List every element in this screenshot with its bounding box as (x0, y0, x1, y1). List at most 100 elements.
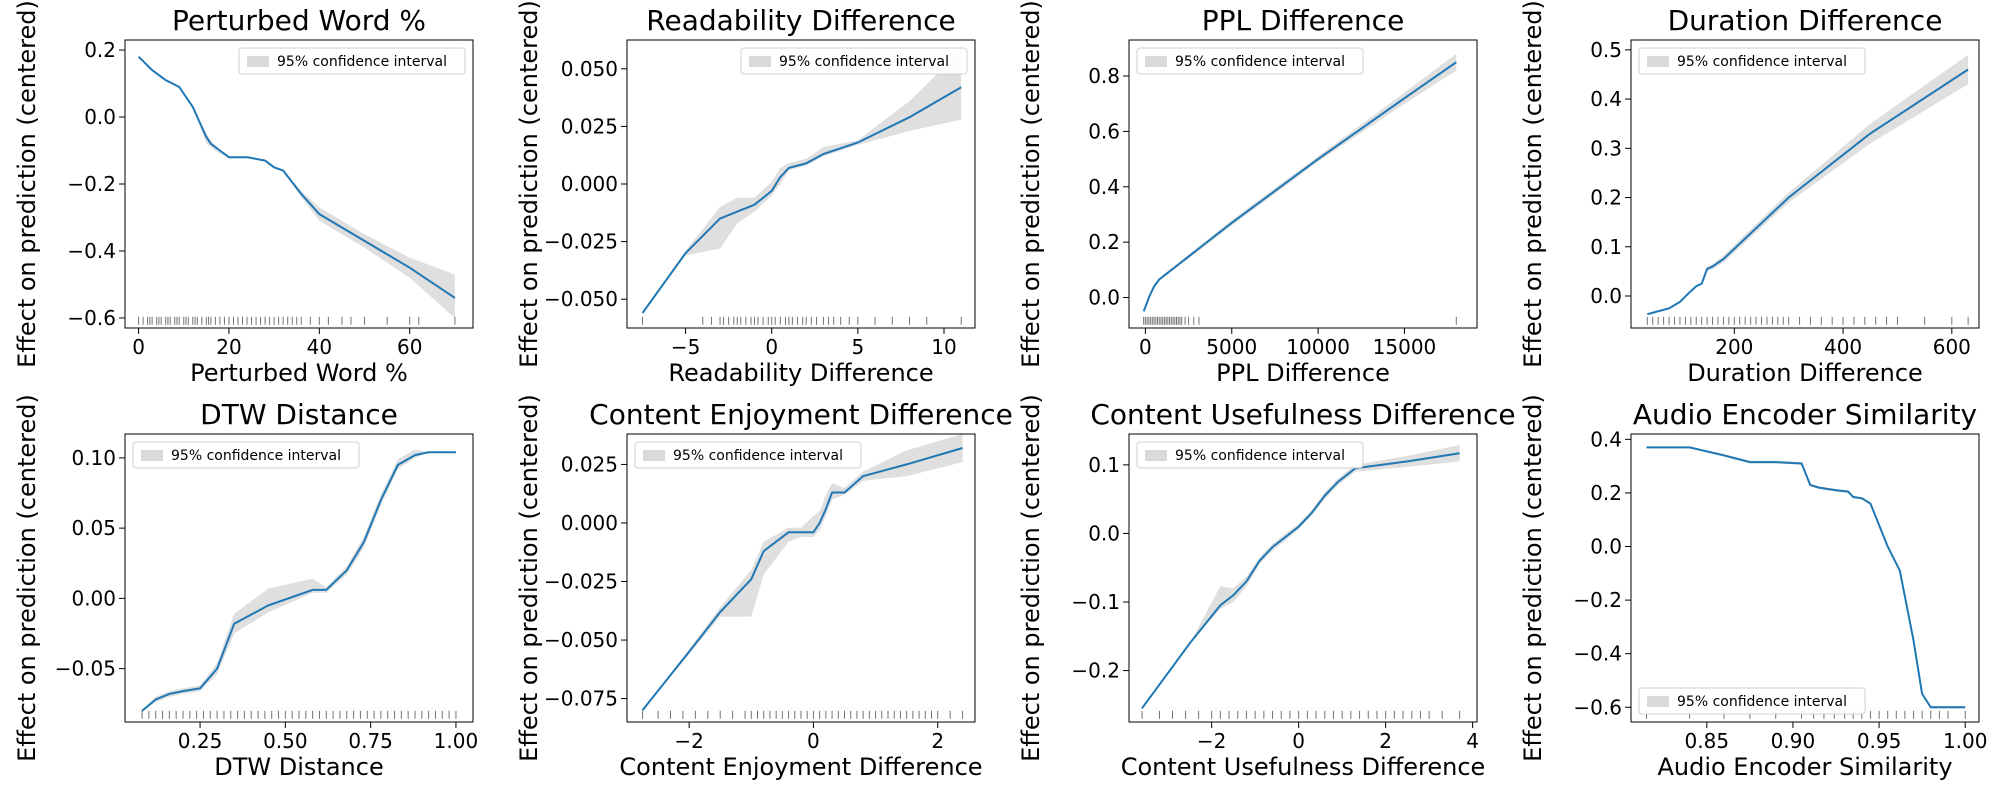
legend-label: 95% confidence interval (1677, 54, 1847, 70)
y-axis-label: Effect on prediction (centered) (1017, 394, 1045, 762)
subplot: 0 20 40 60 0.2 0.0 −0.2 −0.4 −0.6 Perturbed Word … (13, 0, 474, 387)
x-tick-label: 0.90 (1771, 729, 1816, 753)
x-tick-label: 0.50 (263, 729, 308, 753)
x-axis-label: Duration Difference (1687, 359, 1923, 387)
y-tick-label: 0.00 (71, 586, 116, 610)
subplot-title: Content Usefulness Difference (1090, 398, 1515, 431)
subplot-title: Duration Difference (1668, 4, 1943, 37)
x-axis-label: Audio Encoder Similarity (1657, 753, 1952, 781)
legend-label: 95% confidence interval (171, 448, 341, 464)
y-tick-label: 0.2 (1590, 186, 1622, 210)
subplot-title: Audio Encoder Similarity (1633, 398, 1977, 431)
legend-label: 95% confidence interval (1175, 54, 1345, 70)
subplot: 0 5000 10000 15000 0.8 0.6 0.4 0.2 0.0 PPL Differ… (1017, 0, 1478, 387)
effect-line (1141, 452, 1460, 709)
y-tick-label: 0.025 (561, 114, 618, 138)
y-tick-label: 0.0 (1590, 284, 1622, 308)
legend-box (132, 441, 360, 469)
y-axis-label: Effect on prediction (centered) (515, 0, 543, 368)
confidence-band (1647, 54, 1969, 315)
legend: 95% confidence interval (1136, 47, 1364, 75)
y-tick-label: 0.4 (1590, 427, 1622, 451)
legend-label: 95% confidence interval (673, 448, 843, 464)
y-tick-label: 0.000 (561, 172, 618, 196)
y-tick-label: −0.2 (1071, 659, 1120, 683)
y-tick-label: 0.8 (1088, 64, 1120, 88)
legend: 95% confidence interval (1136, 441, 1364, 469)
subplot: −2 0 2 0.025 0.000 −0.025 −0.050 −0.075 Content … (515, 394, 1013, 781)
x-tick-label: 0 (1292, 729, 1305, 753)
y-tick-label: 0.1 (1590, 235, 1622, 259)
effect-line (137, 55, 456, 299)
legend-box (1638, 47, 1866, 75)
plot-frame (1128, 433, 1478, 723)
subplot: 0.85 0.90 0.95 1.00 0.4 0.2 0.0 −0.2 −0.4 −0.6 Aud… (1519, 394, 1987, 781)
y-tick-label: −0.2 (1573, 588, 1622, 612)
y-axis-label: Effect on prediction (centered) (13, 0, 41, 368)
y-tick-label: 0.000 (561, 511, 618, 535)
x-tick-label: 40 (307, 335, 332, 359)
y-tick-label: −0.050 (544, 628, 618, 652)
plot-frame (1128, 39, 1478, 329)
x-tick-label: 2 (1379, 729, 1392, 753)
y-axis-label: Effect on prediction (centered) (515, 394, 543, 762)
y-tick-label: 0.025 (561, 452, 618, 476)
confidence-band (642, 434, 963, 711)
x-tick-label: 0.25 (178, 729, 223, 753)
subplot-title: Readability Difference (646, 4, 955, 37)
legend-swatch (749, 56, 771, 67)
legend-swatch (643, 450, 665, 461)
y-tick-label: 0.0 (84, 105, 116, 129)
x-tick-label: 1.00 (434, 729, 479, 753)
x-tick-label: −2 (1197, 729, 1226, 753)
legend-swatch (1145, 56, 1167, 67)
y-tick-label: 0.10 (71, 446, 116, 470)
y-tick-label: 0.0 (1088, 286, 1120, 310)
x-tick-label: 0 (807, 729, 820, 753)
x-tick-label: −5 (671, 335, 700, 359)
y-tick-label: 0.2 (1590, 481, 1622, 505)
x-tick-label: 4 (1466, 729, 1479, 753)
y-axis-label: Effect on prediction (centered) (1519, 394, 1547, 762)
subplot: −5 0 5 10 0.050 0.025 0.000 −0.025 −0.050 Readabi… (515, 0, 976, 387)
y-tick-label: −0.050 (544, 287, 618, 311)
x-tick-label: 20 (216, 335, 241, 359)
subplot: −2 0 2 4 0.1 0.0 −0.1 −0.2 Content Usefulness Di… (1017, 394, 1516, 781)
x-axis-label: Readability Difference (668, 359, 933, 387)
y-tick-label: −0.4 (67, 239, 116, 263)
legend-box (1638, 687, 1866, 715)
x-tick-label: 0 (765, 335, 778, 359)
x-axis-label: Content Usefulness Difference (1121, 753, 1486, 781)
x-tick-label: 600 (1933, 335, 1971, 359)
legend-box (238, 47, 466, 75)
confidence-band (142, 449, 456, 711)
subplot: 0.25 0.50 0.75 1.00 0.10 0.05 0.00 −0.05 DTW Dis… (13, 394, 478, 781)
y-tick-label: 0.5 (1590, 38, 1622, 62)
x-axis-label: Content Enjoyment Difference (619, 753, 982, 781)
subplot-title: PPL Difference (1202, 4, 1405, 37)
effect-line (641, 86, 962, 314)
legend-swatch (247, 56, 269, 67)
x-tick-label: 400 (1824, 335, 1862, 359)
y-tick-label: −0.2 (67, 172, 116, 196)
legend: 95% confidence interval (1638, 687, 1866, 715)
y-tick-label: 0.050 (561, 57, 618, 81)
y-tick-label: 0.4 (1088, 175, 1120, 199)
legend-swatch (1145, 450, 1167, 461)
y-tick-label: 0.4 (1590, 87, 1622, 111)
legend-label: 95% confidence interval (779, 54, 949, 70)
effect-line (141, 451, 456, 712)
effect-line (641, 447, 963, 711)
x-tick-label: 0 (132, 335, 145, 359)
y-tick-label: −0.025 (544, 230, 618, 254)
x-tick-label: 15000 (1373, 335, 1437, 359)
legend: 95% confidence interval (740, 47, 968, 75)
x-tick-label: 1.00 (1943, 729, 1988, 753)
y-axis-label: Effect on prediction (centered) (1519, 0, 1547, 368)
effect-line (1647, 68, 1969, 316)
x-tick-label: 5 (851, 335, 864, 359)
legend-swatch (1647, 56, 1669, 67)
y-tick-label: 0.05 (71, 516, 116, 540)
legend: 95% confidence interval (132, 441, 360, 469)
